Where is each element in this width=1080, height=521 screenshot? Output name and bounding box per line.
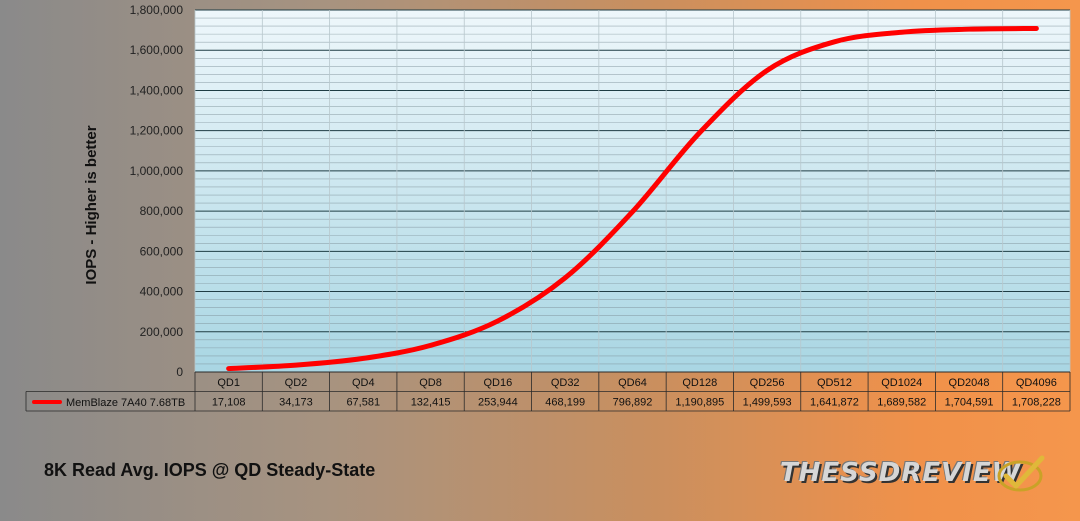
series-line-memblaze — [226, 25, 1039, 372]
y-tick-label: 400,000 — [140, 285, 184, 299]
data-label: 1,708,228 — [1012, 397, 1061, 409]
logo-text: THESSDREVIEW — [780, 458, 1022, 488]
data-label: 1,190,895 — [675, 397, 724, 409]
x-tick-label: QD32 — [551, 377, 580, 389]
x-tick-label: QD4 — [352, 377, 375, 389]
x-tick-label: QD2048 — [949, 377, 990, 389]
x-tick-label: QD1024 — [881, 377, 922, 389]
data-label: 1,704,591 — [945, 397, 994, 409]
x-tick-label: QD2 — [285, 377, 308, 389]
y-tick-label: 600,000 — [140, 244, 184, 258]
vertical-gridlines — [194, 10, 1071, 372]
x-tick-label: QD64 — [618, 377, 647, 389]
x-tick-label: QD4096 — [1016, 377, 1057, 389]
y-tick-label: 1,200,000 — [130, 124, 184, 138]
x-tick-label: QD256 — [750, 377, 785, 389]
data-label: 253,944 — [478, 397, 518, 409]
minor-gridlines — [195, 17, 1070, 365]
data-label: 796,892 — [613, 397, 653, 409]
x-tick-label: QD512 — [817, 377, 852, 389]
checkmark-icon — [997, 455, 1045, 492]
y-tick-label: 1,600,000 — [130, 43, 184, 57]
data-label: 1,689,582 — [877, 397, 926, 409]
data-label: 34,173 — [279, 397, 313, 409]
y-tick-label: 0 — [176, 365, 183, 379]
y-tick-label: 800,000 — [140, 204, 184, 218]
data-table: QD1 QD2 QD4 QD8 QD16 QD32 QD64 QD128 QD256 QD512 Q… — [25, 371, 1071, 412]
y-axis-ticks: 0 200,000 400,000 600,000 800,000 1,000,000 1,… — [130, 3, 184, 379]
plot-area — [195, 10, 1070, 372]
x-tick-label: QD16 — [484, 377, 513, 389]
x-tick-label: QD8 — [419, 377, 442, 389]
y-tick-label: 1,400,000 — [130, 83, 184, 97]
legend-label: MemBlaze 7A40 7.68TB — [66, 397, 185, 409]
x-tick-label: QD128 — [682, 377, 717, 389]
x-tick-label: QD1 — [217, 377, 240, 389]
site-logo: THESSDREVIEW — [780, 455, 1050, 494]
chart-title: 8K Read Avg. IOPS @ QD Steady-State — [44, 460, 376, 480]
y-tick-label: 1,800,000 — [130, 3, 184, 17]
data-label: 1,499,593 — [743, 397, 792, 409]
y-tick-label: 1,000,000 — [130, 164, 184, 178]
legend: MemBlaze 7A40 7.68TB — [32, 397, 185, 409]
y-axis-label: IOPS - Higher is better — [83, 125, 100, 284]
data-label: 17,108 — [212, 397, 246, 409]
data-label: 132,415 — [411, 397, 451, 409]
data-label: 1,641,872 — [810, 397, 859, 409]
data-label: 468,199 — [545, 397, 585, 409]
y-tick-label: 200,000 — [140, 325, 184, 339]
data-label: 67,581 — [346, 397, 380, 409]
